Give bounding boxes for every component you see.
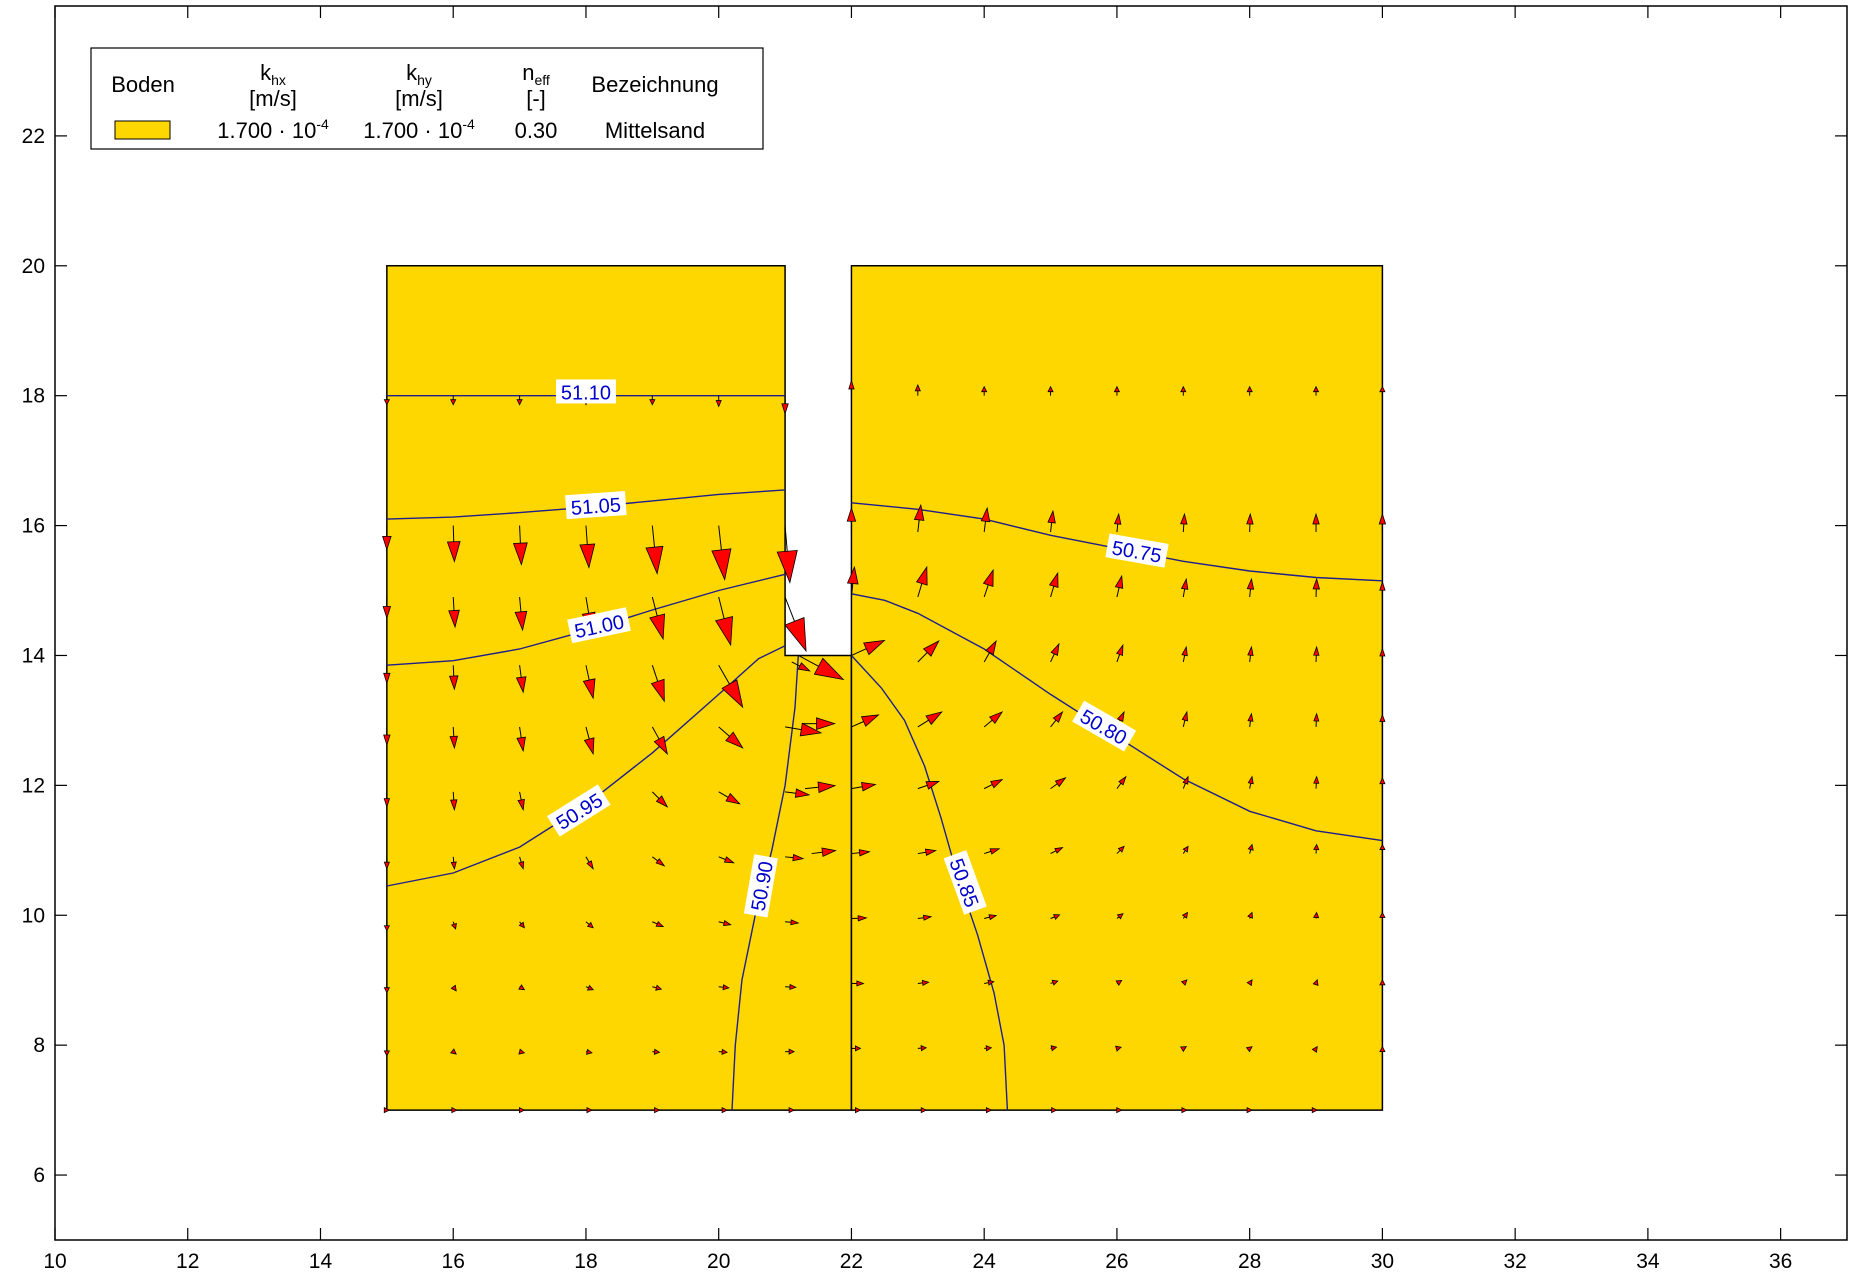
- y-tick-label: 10: [22, 904, 45, 927]
- x-tick-label: 10: [43, 1250, 66, 1273]
- x-tick-label: 34: [1636, 1250, 1660, 1273]
- y-tick-label: 8: [33, 1034, 45, 1057]
- y-tick-label: 20: [22, 255, 45, 278]
- y-tick-label: 14: [22, 644, 46, 667]
- y-tick-label: 16: [22, 515, 45, 538]
- legend-soil-swatch: [115, 121, 170, 139]
- equipotential-label-text: 51.05: [570, 494, 621, 519]
- x-tick-label: 28: [1238, 1250, 1261, 1273]
- legend-khy-value: 1.700 · 10-4: [363, 116, 475, 143]
- legend-neff-value: 0.30: [515, 118, 558, 143]
- x-tick-label: 32: [1503, 1250, 1526, 1273]
- legend-header-khx-unit: [m/s]: [249, 86, 297, 111]
- x-tick-label: 16: [442, 1250, 465, 1273]
- x-tick-label: 36: [1769, 1250, 1792, 1273]
- x-tick-label: 18: [574, 1250, 597, 1273]
- legend: Boden khx [m/s] khy [m/s] neff [-] Bezei…: [91, 48, 763, 149]
- x-tick-label: 20: [707, 1250, 730, 1273]
- legend-header-bezeichnung: Bezeichnung: [591, 72, 718, 97]
- y-tick-label: 22: [22, 125, 45, 148]
- legend-header-boden: Boden: [111, 72, 175, 97]
- x-tick-label: 30: [1371, 1250, 1394, 1273]
- soil-region-left: [387, 266, 852, 1110]
- equipotential-label: 51.10: [556, 379, 616, 404]
- legend-khx-value: 1.700 · 10-4: [217, 116, 329, 143]
- x-tick-label: 26: [1105, 1250, 1128, 1273]
- x-tick-label: 14: [309, 1250, 333, 1273]
- flow-vector-arrow: [785, 597, 806, 651]
- legend-header-neff-unit: [-]: [526, 86, 546, 111]
- x-tick-label: 22: [840, 1250, 863, 1273]
- legend-bezeichnung-value: Mittelsand: [605, 118, 705, 143]
- x-tick-label: 12: [176, 1250, 199, 1273]
- equipotential-label: 51.05: [565, 491, 627, 520]
- x-tick-label: 24: [973, 1250, 997, 1273]
- equipotential-label-text: 51.10: [561, 382, 611, 404]
- y-tick-label: 18: [22, 385, 45, 408]
- y-tick-label: 6: [33, 1164, 45, 1187]
- legend-header-khy-unit: [m/s]: [395, 86, 443, 111]
- y-tick-label: 12: [22, 774, 45, 797]
